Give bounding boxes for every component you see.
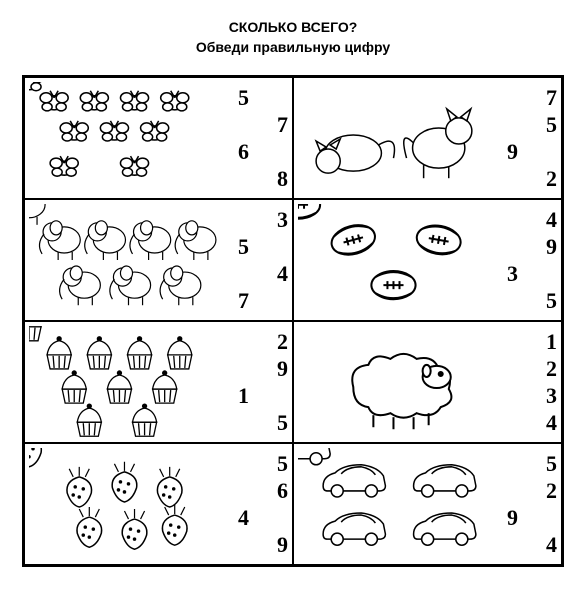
answer-option[interactable]: 7 (507, 85, 557, 111)
elephant-icon (29, 204, 230, 316)
answer-option[interactable]: 6 (238, 478, 288, 504)
answer-option[interactable]: 3 (238, 207, 288, 233)
answer-option[interactable]: 4 (507, 410, 557, 436)
cell-butterflies: 5 7 6 8 (24, 77, 293, 199)
strawberry-icon (29, 448, 230, 560)
cupcake-icon (29, 326, 230, 438)
cell-sheep: 1 2 3 4 (293, 321, 562, 443)
car-icon (298, 448, 499, 560)
answer-option[interactable]: 2 (507, 478, 557, 504)
answer-option[interactable]: 7 (238, 288, 288, 314)
answer-option[interactable]: 5 (507, 112, 557, 138)
answers-strawberries: 5 6 4 9 (234, 444, 292, 564)
answer-option[interactable]: 7 (238, 112, 288, 138)
picture-butterflies (25, 78, 234, 198)
answer-option[interactable]: 4 (507, 532, 557, 558)
picture-footballs (294, 200, 503, 320)
sheep-icon (298, 326, 499, 438)
cell-strawberries: 5 6 4 9 (24, 443, 293, 565)
cell-footballs: 4 9 3 5 (293, 199, 562, 321)
answer-option[interactable]: 6 (238, 139, 288, 165)
cell-elephants: 3 5 4 7 (24, 199, 293, 321)
answer-option[interactable]: 1 (507, 329, 557, 355)
answer-option[interactable]: 2 (238, 329, 288, 355)
picture-cars (294, 444, 503, 564)
answer-option[interactable]: 9 (238, 356, 288, 382)
worksheet-header: СКОЛЬКО ВСЕГО? Обведи правильную цифру (0, 0, 586, 67)
answers-elephants: 3 5 4 7 (234, 200, 292, 320)
picture-elephants (25, 200, 234, 320)
butterfly-icon (29, 82, 230, 194)
picture-sheep (294, 322, 503, 442)
answers-cupcakes: 2 9 1 5 (234, 322, 292, 442)
kitten-icon (298, 82, 499, 194)
answer-option[interactable]: 4 (238, 261, 288, 287)
title-line-1: СКОЛЬКО ВСЕГО? (0, 18, 586, 38)
answer-option[interactable]: 5 (507, 288, 557, 314)
answer-option[interactable]: 4 (238, 505, 288, 531)
answers-footballs: 4 9 3 5 (503, 200, 561, 320)
answer-option[interactable]: 2 (507, 356, 557, 382)
answers-cars: 5 2 9 4 (503, 444, 561, 564)
picture-kittens (294, 78, 503, 198)
picture-cupcakes (25, 322, 234, 442)
title-line-2: Обведи правильную цифру (0, 38, 586, 58)
answer-option[interactable]: 9 (507, 139, 557, 165)
answer-option[interactable]: 5 (238, 410, 288, 436)
answer-option[interactable]: 3 (507, 261, 557, 287)
answer-option[interactable]: 9 (238, 532, 288, 558)
answer-option[interactable]: 9 (507, 234, 557, 260)
football-icon (298, 204, 499, 316)
worksheet-grid: 5 7 6 8 (22, 75, 564, 567)
answers-sheep: 1 2 3 4 (503, 322, 561, 442)
answers-butterflies: 5 7 6 8 (234, 78, 292, 198)
cell-kittens: 7 5 9 2 (293, 77, 562, 199)
answer-option[interactable]: 5 (238, 234, 288, 260)
answer-option[interactable]: 5 (238, 85, 288, 111)
answers-kittens: 7 5 9 2 (503, 78, 561, 198)
answer-option[interactable]: 9 (507, 505, 557, 531)
answer-option[interactable]: 5 (238, 451, 288, 477)
answer-option[interactable]: 8 (238, 166, 288, 192)
answer-option[interactable]: 2 (507, 166, 557, 192)
answer-option[interactable]: 1 (238, 383, 288, 409)
answer-option[interactable]: 4 (507, 207, 557, 233)
cell-cupcakes: 2 9 1 5 (24, 321, 293, 443)
cell-cars: 5 2 9 4 (293, 443, 562, 565)
picture-strawberries (25, 444, 234, 564)
answer-option[interactable]: 3 (507, 383, 557, 409)
answer-option[interactable]: 5 (507, 451, 557, 477)
